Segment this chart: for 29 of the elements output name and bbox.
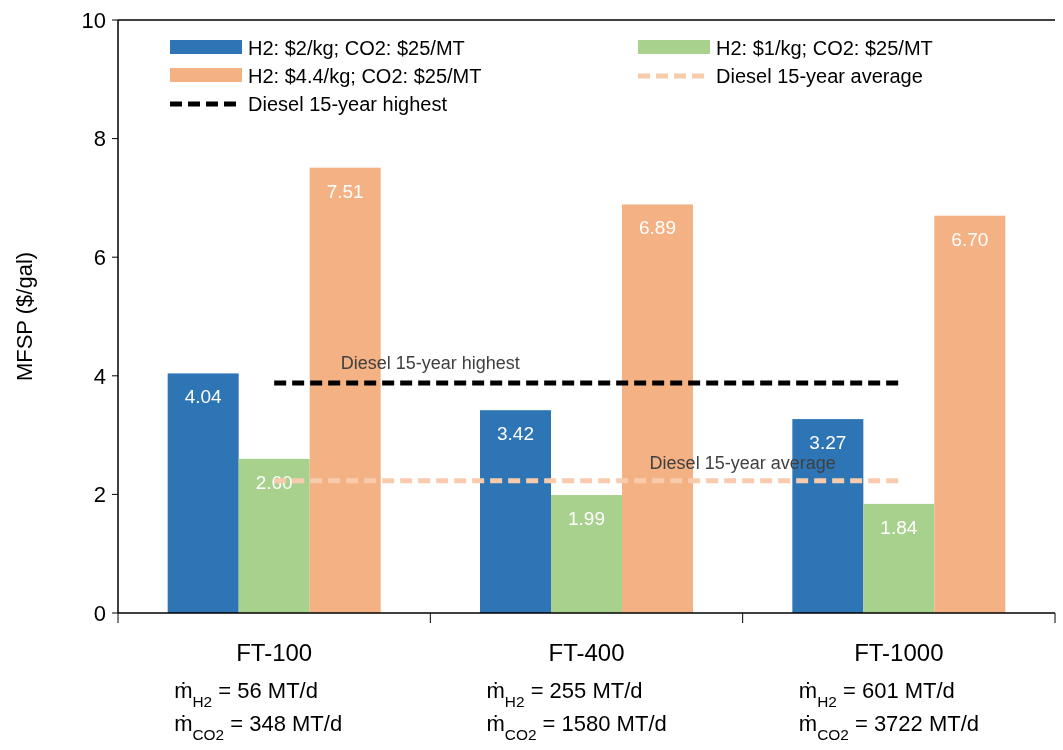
y-tick-label: 8 xyxy=(93,126,106,152)
legend-label: Diesel 15-year highest xyxy=(248,93,448,115)
bar xyxy=(863,503,935,613)
category-label: FT-1000 ṁ$_{H2}$ = 601 MT/d ṁ$_{CO2}$ = 3722 MT/d xyxy=(798,639,980,743)
y-tick-label: 0 xyxy=(93,600,106,626)
legend-label: H2: $4.4/kg; CO2: $25/MT xyxy=(248,65,482,87)
bar xyxy=(238,458,310,613)
data-label: 7.51 xyxy=(326,180,364,202)
legend-label: H2: $2/kg; CO2: $25/MT xyxy=(248,37,465,59)
y-tick-label: 4 xyxy=(93,363,106,389)
data-label: 6.89 xyxy=(639,217,676,239)
data-label: 3.42 xyxy=(497,423,534,445)
data-label: 4.04 xyxy=(184,386,223,408)
y-axis-title: MFSP ($/gal) xyxy=(12,251,37,382)
legend-label: H2: $1/kg; CO2: $25/MT xyxy=(716,37,933,59)
data-label: 3.27 xyxy=(809,432,847,454)
data-label: 1.84 xyxy=(880,516,918,538)
data-label: 1.99 xyxy=(568,507,605,529)
y-tick-label: 2 xyxy=(93,482,106,508)
bar xyxy=(167,373,239,613)
category-label: FT-100 ṁ$_{H2}$ = 56 MT/d ṁ$_{CO2}$ = 348 MT/d xyxy=(174,639,343,743)
legend-label: Diesel 15-year average xyxy=(716,65,923,87)
y-tick-label: 10 xyxy=(81,7,106,33)
data-label: 6.70 xyxy=(951,228,989,250)
category-label: FT-400 ṁ$_{H2}$ = 255 MT/d ṁ$_{CO2}$ = 1580 MT/d xyxy=(486,639,667,743)
bar xyxy=(480,410,551,613)
bar xyxy=(934,215,1006,613)
bar xyxy=(551,494,622,613)
y-tick-label: 6 xyxy=(93,244,106,270)
